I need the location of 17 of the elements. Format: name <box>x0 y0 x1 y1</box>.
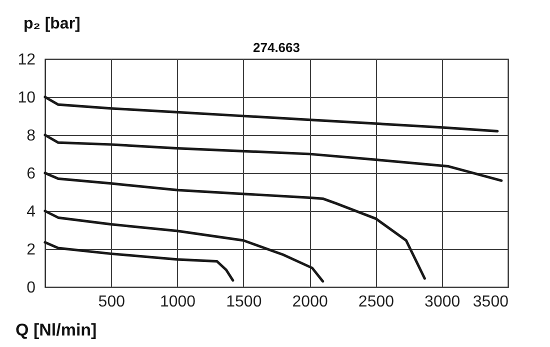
y-tick-label: 4 <box>26 204 36 220</box>
chart-title: 274.663 <box>253 40 300 55</box>
y-tick-label: 12 <box>18 52 36 68</box>
x-tick-label: 2500 <box>358 294 394 310</box>
x-axis-title: Q [Nl/min] <box>16 320 97 340</box>
x-tick-label: 500 <box>98 294 126 310</box>
y-tick-label: 6 <box>26 166 36 182</box>
x-tick-label: 3000 <box>424 294 460 310</box>
x-tick-label: 1500 <box>226 294 262 310</box>
y-tick-label: 2 <box>26 242 36 258</box>
x-tick-label: 3500 <box>472 294 509 310</box>
x-tick-label: 1000 <box>160 294 196 310</box>
y-tick-label: 0 <box>26 280 36 296</box>
y-axis-title: p₂ [bar] <box>24 16 80 32</box>
y-tick-label: 8 <box>26 128 36 144</box>
x-tick-label: 2000 <box>292 294 328 310</box>
y-tick-label: 10 <box>18 90 36 106</box>
